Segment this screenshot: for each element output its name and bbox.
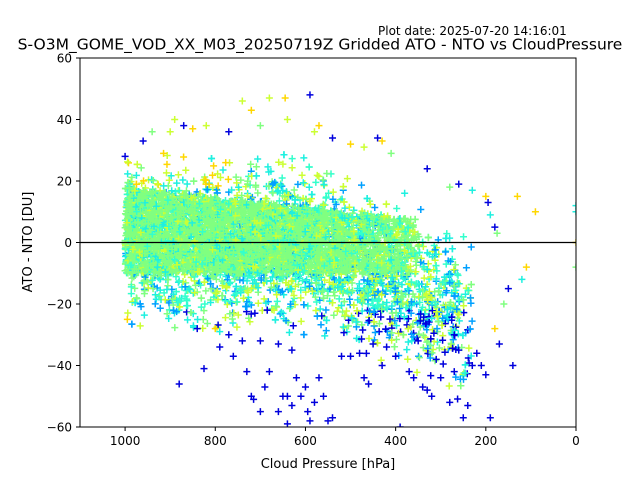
scatter-point	[417, 206, 425, 214]
scatter-point	[333, 307, 341, 315]
scatter-point	[210, 162, 218, 170]
scatter-point	[435, 344, 443, 352]
scatter-point	[396, 305, 404, 313]
scatter-point	[171, 324, 179, 332]
scatter-point	[237, 176, 245, 184]
scatter-point	[136, 322, 144, 330]
scatter-point	[264, 163, 272, 171]
scatter-point	[260, 295, 268, 303]
scatter-point	[413, 368, 421, 376]
scatter-point	[200, 307, 208, 315]
scatter-point	[435, 287, 443, 295]
scatter-point	[375, 328, 383, 336]
scatter-point	[312, 178, 320, 186]
scatter-point	[427, 372, 435, 380]
scatter-point	[125, 159, 132, 167]
scatter-point	[132, 171, 140, 179]
scatter-point	[382, 286, 390, 294]
scatter-point	[431, 357, 439, 365]
scatter-point	[285, 328, 293, 336]
chart-title: S-O3M_GOME_VOD_XX_M03_20250719Z Gridded …	[18, 36, 623, 55]
scatter-point	[343, 175, 351, 183]
scatter-point	[267, 283, 275, 291]
scatter-point	[341, 204, 349, 212]
scatter-point	[183, 180, 191, 188]
scatter-point	[124, 170, 132, 178]
scatter-point	[236, 276, 244, 284]
scatter-point	[221, 314, 229, 322]
plot-date-label: Plot date: 2025-07-20 14:16:01	[378, 24, 567, 38]
scatter-point	[233, 323, 241, 331]
scatter-point	[467, 243, 475, 251]
scatter-point	[279, 160, 287, 168]
scatter-point-cloud	[121, 149, 476, 403]
scatter-point	[165, 315, 173, 323]
scatter-point	[312, 307, 320, 315]
scatter-point	[154, 180, 162, 188]
scatter-point	[219, 166, 227, 174]
scatter-point	[140, 311, 148, 319]
scatter-point	[415, 352, 423, 360]
